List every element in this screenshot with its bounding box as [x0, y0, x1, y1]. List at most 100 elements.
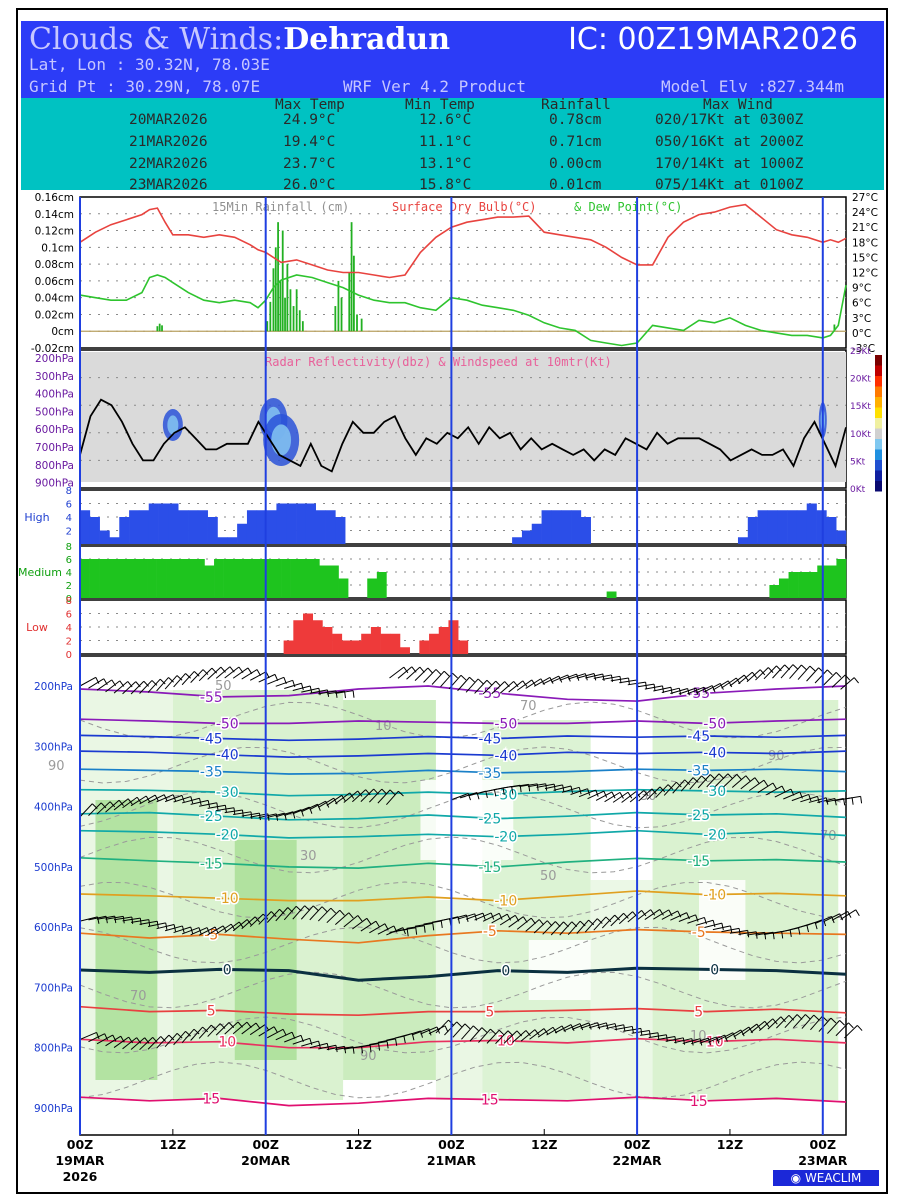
daily-summary-table: Max Temp Min Temp Rainfall Max Wind 20MA… — [21, 97, 884, 193]
wind-barb-flag — [127, 798, 133, 805]
wind-barb-flag — [389, 789, 396, 796]
wind-barb — [147, 922, 166, 927]
wind-barb — [580, 1022, 598, 1029]
wind-barb — [806, 918, 824, 927]
wind-barb-flag — [406, 929, 409, 937]
wind-barb-flag — [279, 908, 285, 915]
cloud-bar — [246, 510, 258, 544]
wind-barb-flag — [395, 1038, 398, 1046]
wind-barb — [478, 1028, 491, 1043]
legend-rainfall: 15Min Rainfall (cm) — [212, 200, 349, 214]
y-tick-label: 900hPa — [35, 478, 74, 490]
isotherm-label: -50 — [703, 716, 726, 732]
wind-barb-flag — [427, 667, 434, 674]
rh-label: 90 — [48, 759, 65, 774]
cloud-bar — [836, 530, 847, 544]
wind-barb-flag — [857, 1025, 863, 1031]
rh-shade — [343, 700, 436, 1080]
wind-barb-flag — [341, 795, 346, 802]
wind-barb-flag — [808, 794, 812, 802]
wind-barb — [831, 911, 849, 921]
rain-bar — [272, 268, 275, 332]
wind-barb — [644, 909, 661, 920]
cloud-bar — [305, 503, 316, 544]
wind-barb-flag — [151, 680, 158, 686]
wind-barb — [465, 678, 479, 693]
wind-barb — [164, 1033, 178, 1048]
wind-barb — [759, 1018, 774, 1032]
isotherm — [79, 856, 847, 869]
isotherm-label: -5 — [483, 924, 497, 940]
cloud-bar — [156, 559, 167, 598]
isotherm-label: -25 — [478, 812, 501, 828]
wind-barb — [512, 1030, 527, 1043]
panel-label: Medium — [18, 566, 62, 579]
wind-barb-flag — [485, 790, 488, 799]
isotherm — [79, 811, 847, 821]
rain-bar — [334, 306, 337, 332]
wind-barb-flag — [721, 923, 724, 931]
isotherm-label: -15 — [478, 860, 501, 876]
y-tick-label: 6 — [66, 500, 72, 511]
wind-barb — [482, 912, 500, 922]
isotherm — [79, 685, 847, 702]
wind-barb — [122, 917, 141, 922]
wind-barb — [267, 676, 285, 685]
cloud-bar — [380, 633, 391, 654]
wind-barb — [352, 789, 367, 803]
wind-barb — [292, 905, 306, 920]
cloud-bar — [606, 591, 617, 598]
wind-barb — [738, 671, 753, 685]
cloud-bar — [309, 559, 320, 598]
wind-barb — [283, 905, 297, 921]
y-tick-label: 0.04cm — [35, 293, 74, 305]
cloud-bar — [361, 633, 372, 654]
wind-barb-flag — [403, 666, 409, 674]
wind-barb — [844, 1025, 858, 1039]
cloud-bar — [214, 559, 224, 598]
wind-barb — [567, 920, 581, 935]
colorbar-cell — [875, 365, 882, 376]
x-tick-label: 12Z — [717, 1137, 743, 1152]
wind-barb-flag — [352, 690, 355, 698]
y-tick-label: 0.16cm — [35, 192, 74, 204]
wind-barb — [335, 792, 351, 805]
isotherm-label: -10 — [216, 891, 239, 907]
wind-barb-flag — [513, 681, 519, 688]
wind-barb — [742, 1023, 758, 1036]
wind-barb — [207, 804, 226, 809]
wind-barb — [224, 1021, 239, 1035]
wind-barb — [275, 907, 289, 922]
x-tick-label: 00Z — [67, 1137, 93, 1152]
wind-barb — [714, 773, 729, 787]
cloud-bar — [188, 510, 199, 544]
wind-barb — [486, 1029, 500, 1044]
wind-barb — [181, 671, 195, 686]
cloud-bar — [429, 633, 440, 654]
wind-barb-flag — [844, 674, 851, 681]
wind-barb-flag — [122, 916, 125, 924]
isotherm-label: -55 — [200, 690, 223, 706]
wind-barb-flag — [772, 1018, 778, 1025]
wind-barb — [275, 811, 294, 818]
wind-barb — [352, 917, 368, 930]
wind-barb — [644, 685, 663, 690]
y-tick-label: 0.08cm — [35, 259, 74, 271]
wind-barb — [570, 788, 588, 795]
wind-barb-flag — [258, 813, 261, 821]
rh-contour — [79, 971, 847, 1009]
wind-barb — [301, 687, 319, 693]
col-header-max-temp: Max Temp — [275, 97, 345, 113]
wind-barb — [585, 673, 603, 679]
wind-barb-flag — [792, 664, 799, 670]
cloud-bar — [807, 572, 818, 598]
rh-shade — [435, 900, 483, 1100]
colorbar-cell — [875, 481, 882, 492]
wind-barb-flag — [344, 1046, 347, 1054]
wind-barb — [601, 914, 616, 929]
wind-barb-flag — [481, 1027, 488, 1033]
wind-barb-flag — [230, 923, 236, 931]
wind-barb — [657, 1036, 676, 1041]
wind-barb — [284, 809, 302, 816]
x-tick-label: 00Z — [252, 1137, 278, 1152]
